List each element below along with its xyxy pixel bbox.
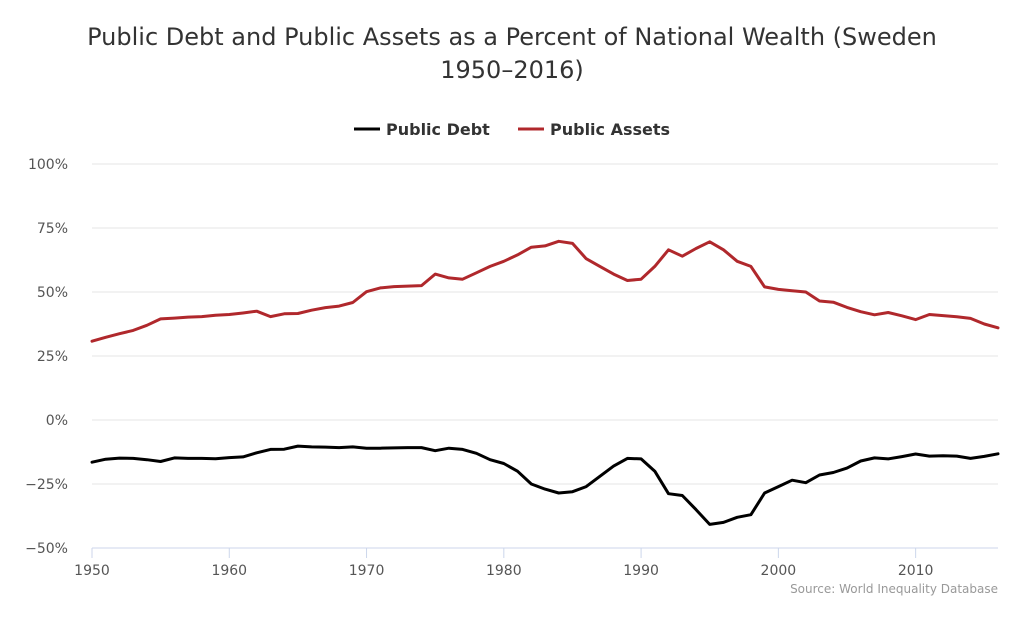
y-tick-label: −25% bbox=[25, 477, 68, 493]
y-tick-label: 50% bbox=[37, 285, 68, 301]
source-note: Source: World Inequality Database bbox=[790, 582, 998, 596]
x-tick-label: 1990 bbox=[623, 563, 659, 579]
x-tick-label: 2010 bbox=[898, 563, 934, 579]
chart-title-line-1: Public Debt and Public Assets as a Perce… bbox=[87, 23, 937, 51]
x-tick-label: 1970 bbox=[349, 563, 385, 579]
legend-item-public-debt[interactable]: Public Debt bbox=[354, 120, 490, 139]
series-lines bbox=[90, 239, 1000, 526]
x-tick-label: 1950 bbox=[74, 563, 110, 579]
x-axis: 1950 1960 1970 1980 1990 2000 2010 bbox=[74, 547, 998, 579]
series-line-public-assets[interactable] bbox=[90, 239, 1000, 343]
y-tick-label: 75% bbox=[37, 221, 68, 237]
y-tick-label: −50% bbox=[25, 541, 68, 557]
y-tick-label: 0% bbox=[46, 413, 68, 429]
series-line-public-debt[interactable] bbox=[90, 444, 1000, 526]
legend-item-public-assets[interactable]: Public Assets bbox=[518, 120, 670, 139]
legend-label-public-debt: Public Debt bbox=[386, 120, 490, 139]
y-tick-label: 100% bbox=[28, 157, 68, 173]
x-tick-label: 2000 bbox=[761, 563, 797, 579]
y-tick-label: 25% bbox=[37, 349, 68, 365]
legend-label-public-assets: Public Assets bbox=[550, 120, 670, 139]
x-tick-label: 1960 bbox=[211, 563, 247, 579]
x-tick-label: 1980 bbox=[486, 563, 522, 579]
legend[interactable]: Public Debt Public Assets bbox=[354, 120, 670, 139]
y-axis: −50% −25% 0% 25% 50% 75% 100% bbox=[25, 157, 68, 557]
chart-title-line-2: 1950–2016) bbox=[440, 56, 584, 84]
